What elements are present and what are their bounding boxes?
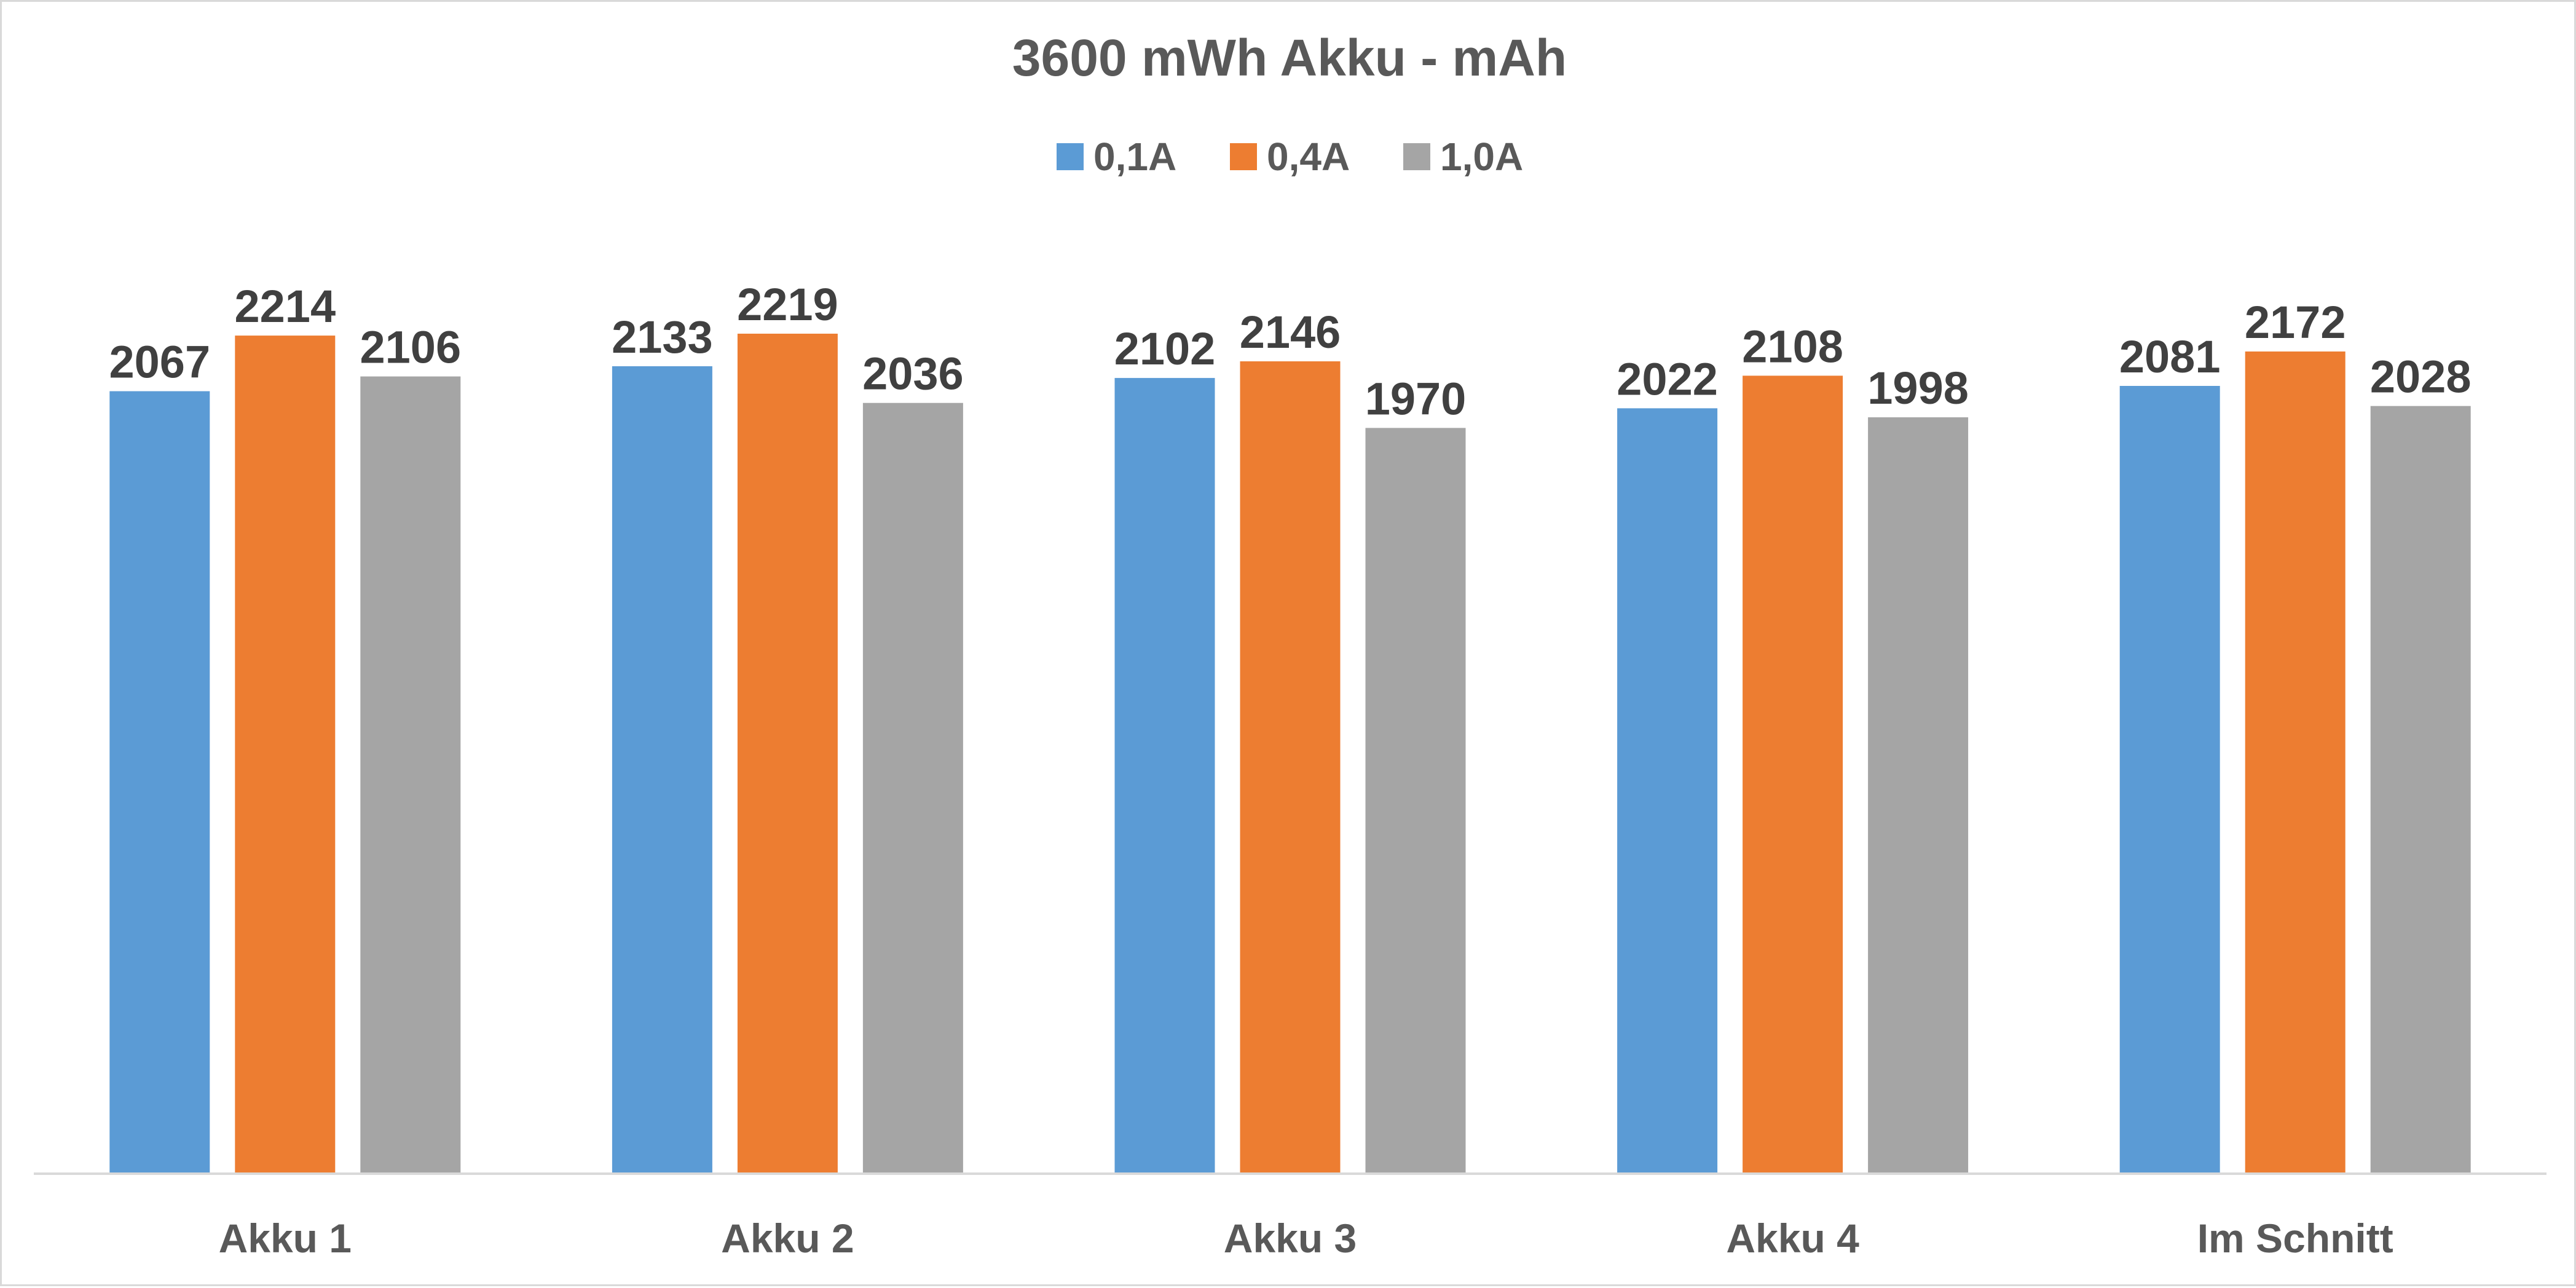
category-label-akku-4: Akku 4: [1726, 1215, 1859, 1261]
bar-akku-3-0-1a: [1114, 378, 1215, 1174]
bar-akku-3-0-4a: [1240, 361, 1341, 1174]
data-label-akku-3-1-0a: 1970: [1365, 373, 1467, 424]
legend-label-0-1a: 0,1A: [1093, 135, 1176, 179]
data-label-akku-1-1-0a: 2106: [360, 322, 461, 373]
data-label-akku-4-0-1a: 2022: [1617, 353, 1718, 404]
legend-swatch-0-1a: [1057, 143, 1084, 170]
bar-akku-2-0-4a: [737, 334, 838, 1174]
data-label-akku-2-0-4a: 2219: [737, 279, 838, 330]
category-label-akku-3: Akku 3: [1224, 1215, 1357, 1261]
data-label-akku-2-0-1a: 2133: [612, 312, 713, 363]
bar-akku-3-1-0a: [1365, 428, 1466, 1174]
bar-im-schnitt-0-4a: [2245, 351, 2346, 1174]
bar-im-schnitt-1-0a: [2370, 406, 2471, 1174]
category-label-im-schnitt: Im Schnitt: [2197, 1215, 2393, 1261]
category-label-akku-1: Akku 1: [219, 1215, 352, 1261]
data-label-akku-3-0-1a: 2102: [1114, 323, 1216, 374]
category-labels: Akku 1 Akku 2 Akku 3 Akku 4 Im Schnitt: [219, 1215, 2393, 1261]
data-label-im-schnitt-0-1a: 2081: [2119, 331, 2221, 382]
data-labels: 2067 2214 2106 2133 2219 2036 2102 2146 1970 2022…: [109, 279, 2471, 424]
category-label-akku-2: Akku 2: [721, 1215, 854, 1261]
legend-swatch-0-4a: [1230, 143, 1257, 170]
bar-akku-2-1-0a: [862, 402, 963, 1174]
bars: [109, 334, 2471, 1174]
legend-swatch-1-0a: [1403, 143, 1430, 170]
bar-im-schnitt-0-1a: [2119, 386, 2220, 1174]
data-label-im-schnitt-0-4a: 2172: [2245, 297, 2346, 348]
bar-akku-1-0-4a: [235, 336, 336, 1174]
bar-akku-4-0-1a: [1617, 408, 1718, 1174]
bar-akku-1-0-1a: [109, 391, 210, 1174]
data-label-akku-4-0-4a: 2108: [1742, 321, 1843, 372]
bar-akku-1-1-0a: [360, 376, 461, 1174]
legend-label-0-4a: 0,4A: [1267, 135, 1350, 179]
data-label-im-schnitt-1-0a: 2028: [2370, 351, 2472, 402]
chart-title: 3600 mWh Akku - mAh: [1012, 29, 1567, 87]
legend-label-1-0a: 1,0A: [1440, 135, 1523, 179]
data-label-akku-4-1-0a: 1998: [1867, 363, 1969, 414]
bar-akku-2-0-1a: [612, 366, 712, 1174]
data-label-akku-1-0-4a: 2214: [234, 281, 336, 332]
bar-akku-4-1-0a: [1868, 417, 1969, 1174]
data-label-akku-2-1-0a: 2036: [862, 348, 964, 399]
legend: 0,1A 0,4A 1,0A: [1057, 135, 1523, 179]
data-label-akku-1-0-1a: 2067: [109, 337, 210, 388]
bar-akku-4-0-4a: [1743, 375, 1843, 1174]
data-label-akku-3-0-4a: 2146: [1240, 307, 1341, 358]
